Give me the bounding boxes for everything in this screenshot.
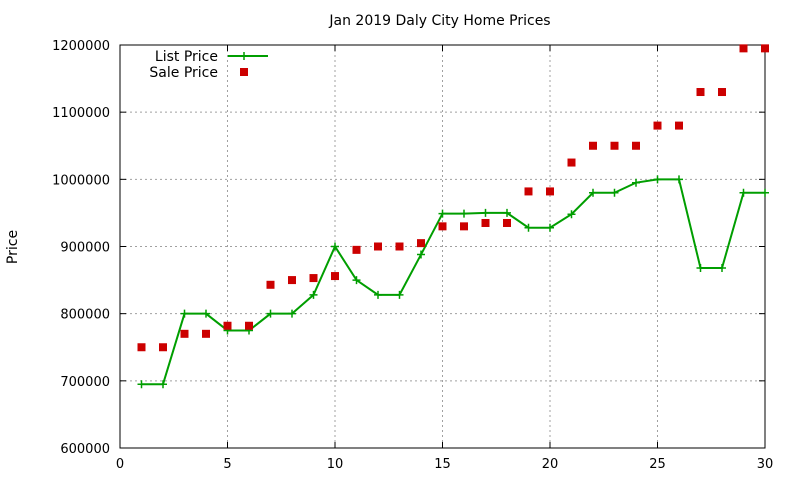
y-tick-label: 700000 bbox=[60, 375, 110, 390]
list-price-point bbox=[309, 290, 318, 299]
list-price-point bbox=[653, 175, 662, 184]
series-sale-price bbox=[137, 44, 769, 352]
legend-label: List Price bbox=[155, 49, 218, 65]
sale-price-point bbox=[653, 121, 662, 130]
y-tick-label: 1200000 bbox=[52, 39, 110, 54]
list-price-point bbox=[718, 263, 726, 272]
sale-price-point bbox=[610, 141, 619, 150]
series-layer bbox=[137, 44, 769, 389]
sale-price-point bbox=[546, 187, 554, 196]
sale-price-point bbox=[589, 141, 597, 150]
list-price-point bbox=[589, 188, 597, 197]
sale-price-point bbox=[352, 245, 361, 254]
list-price-point bbox=[481, 208, 490, 217]
sale-price-point bbox=[739, 44, 748, 53]
list-price-point bbox=[675, 175, 683, 184]
sale-price-point bbox=[696, 88, 705, 97]
grid bbox=[120, 45, 765, 448]
sale-price-point bbox=[245, 321, 253, 330]
list-price-point bbox=[331, 242, 339, 251]
list-price-point bbox=[180, 309, 189, 318]
x-tick-label: 0 bbox=[116, 457, 124, 472]
sale-price-point bbox=[202, 329, 210, 338]
list-price-point bbox=[288, 309, 296, 318]
sale-price-point bbox=[481, 218, 490, 227]
list-price-point bbox=[696, 263, 705, 272]
list-price-point bbox=[395, 290, 404, 299]
sale-price-point bbox=[266, 280, 275, 289]
x-tick-label: 25 bbox=[649, 457, 666, 472]
sale-price-point bbox=[331, 272, 339, 281]
y-tick-label: 1100000 bbox=[52, 106, 110, 121]
sale-price-point bbox=[718, 88, 726, 97]
list-price-point bbox=[739, 188, 748, 197]
x-tick-label: 30 bbox=[757, 457, 774, 472]
list-price-point bbox=[159, 380, 167, 389]
list-price-point bbox=[202, 309, 210, 318]
plot-frame bbox=[119, 44, 766, 449]
chart-title: Jan 2019 Daly City Home Prices bbox=[328, 13, 550, 29]
y-tick-label: 600000 bbox=[60, 442, 110, 457]
list-price-point bbox=[438, 209, 447, 218]
sale-price-point bbox=[503, 218, 511, 227]
list-price-point bbox=[761, 188, 769, 197]
x-tick-label: 5 bbox=[223, 457, 231, 472]
list-price-point bbox=[352, 276, 361, 285]
sale-price-point bbox=[761, 44, 769, 53]
y-tick-label: 1000000 bbox=[52, 173, 110, 188]
list-price-line bbox=[141, 178, 765, 386]
sale-price-point bbox=[288, 276, 296, 285]
sale-price-point bbox=[460, 222, 468, 231]
sale-price-point bbox=[417, 239, 425, 248]
sale-price-point bbox=[223, 321, 232, 330]
x-tick-label: 20 bbox=[542, 457, 559, 472]
axes: 0 5 10 15 20 25 30 600000 700000 800000 900000 1000… bbox=[52, 39, 773, 472]
sale-price-point bbox=[438, 222, 447, 231]
sale-price-point bbox=[567, 158, 576, 167]
list-price-point bbox=[503, 208, 511, 217]
list-price-point bbox=[524, 223, 533, 232]
y-axis-label: Price bbox=[5, 230, 21, 264]
legend-label: Sale Price bbox=[149, 65, 218, 81]
list-price-point bbox=[546, 223, 554, 232]
sale-price-point bbox=[159, 343, 167, 352]
x-tick-label: 15 bbox=[434, 457, 451, 472]
list-price-point bbox=[137, 380, 146, 389]
list-price-point bbox=[610, 188, 619, 197]
list-price-point bbox=[460, 209, 468, 218]
series-list-price bbox=[137, 175, 769, 389]
legend-marker bbox=[240, 68, 248, 76]
sale-price-point bbox=[180, 329, 189, 338]
sale-price-point bbox=[137, 343, 146, 352]
list-price-point bbox=[567, 210, 576, 219]
legend-marker bbox=[240, 52, 248, 60]
sale-price-point bbox=[309, 274, 318, 283]
x-tick-label: 10 bbox=[327, 457, 344, 472]
sale-price-point bbox=[632, 141, 640, 150]
y-tick-label: 900000 bbox=[60, 241, 110, 256]
sale-price-point bbox=[675, 121, 683, 130]
list-price-point bbox=[374, 290, 382, 299]
sale-price-point bbox=[395, 242, 404, 251]
sale-price-point bbox=[524, 187, 533, 196]
list-price-point bbox=[417, 250, 425, 259]
sale-price-point bbox=[374, 242, 382, 251]
list-price-point bbox=[632, 178, 640, 187]
y-tick-label: 800000 bbox=[60, 308, 110, 323]
list-price-point bbox=[266, 309, 275, 318]
